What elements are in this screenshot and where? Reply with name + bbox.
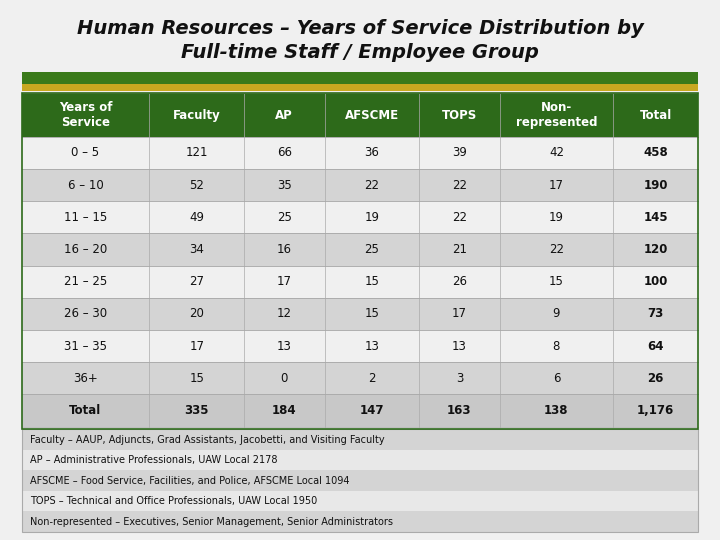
Text: 22: 22 — [452, 179, 467, 192]
Text: 147: 147 — [359, 404, 384, 417]
Text: Non-
represented: Non- represented — [516, 101, 597, 129]
Text: 15: 15 — [364, 307, 379, 320]
Text: 21: 21 — [452, 243, 467, 256]
Text: 20: 20 — [189, 307, 204, 320]
Text: 0: 0 — [281, 372, 288, 385]
Text: 17: 17 — [189, 340, 204, 353]
Text: 17: 17 — [276, 275, 292, 288]
FancyBboxPatch shape — [22, 266, 698, 298]
FancyBboxPatch shape — [22, 201, 698, 233]
Text: 26: 26 — [452, 275, 467, 288]
Text: Human Resources – Years of Service Distribution by
Full-time Staff / Employee Gr: Human Resources – Years of Service Distr… — [76, 19, 644, 62]
Text: 27: 27 — [189, 275, 204, 288]
Text: 49: 49 — [189, 211, 204, 224]
FancyBboxPatch shape — [22, 137, 698, 169]
Text: 3: 3 — [456, 372, 463, 385]
Text: 31 – 35: 31 – 35 — [64, 340, 107, 353]
Text: 1,176: 1,176 — [637, 404, 675, 417]
Text: 16 – 20: 16 – 20 — [64, 243, 107, 256]
Text: 190: 190 — [644, 179, 668, 192]
Text: 34: 34 — [189, 243, 204, 256]
Text: AFSCME – Food Service, Facilities, and Police, AFSCME Local 1094: AFSCME – Food Service, Facilities, and P… — [30, 476, 350, 485]
Text: Total: Total — [69, 404, 102, 417]
Text: 66: 66 — [276, 146, 292, 159]
Text: 64: 64 — [647, 340, 664, 353]
FancyBboxPatch shape — [22, 362, 698, 394]
Text: 22: 22 — [452, 211, 467, 224]
Text: 6: 6 — [553, 372, 560, 385]
Text: AFSCME: AFSCME — [345, 109, 399, 122]
Text: 15: 15 — [549, 275, 564, 288]
Text: 22: 22 — [549, 243, 564, 256]
Text: TOPS: TOPS — [442, 109, 477, 122]
Text: 25: 25 — [276, 211, 292, 224]
Text: Total: Total — [639, 109, 672, 122]
FancyBboxPatch shape — [22, 491, 698, 511]
Text: 120: 120 — [644, 243, 668, 256]
Text: 19: 19 — [364, 211, 379, 224]
Text: TOPS – Technical and Office Professionals, UAW Local 1950: TOPS – Technical and Office Professional… — [30, 496, 318, 506]
FancyBboxPatch shape — [22, 511, 698, 532]
FancyBboxPatch shape — [22, 84, 698, 91]
Text: Years of
Service: Years of Service — [59, 101, 112, 129]
Text: 13: 13 — [452, 340, 467, 353]
Text: 13: 13 — [276, 340, 292, 353]
Text: 184: 184 — [272, 404, 297, 417]
Text: 458: 458 — [644, 146, 668, 159]
Text: 42: 42 — [549, 146, 564, 159]
FancyBboxPatch shape — [22, 93, 698, 137]
Text: AP: AP — [275, 109, 293, 122]
Text: 17: 17 — [452, 307, 467, 320]
FancyBboxPatch shape — [22, 72, 698, 84]
Text: 15: 15 — [364, 275, 379, 288]
FancyBboxPatch shape — [22, 450, 698, 470]
Text: 52: 52 — [189, 179, 204, 192]
Text: 25: 25 — [364, 243, 379, 256]
Text: 145: 145 — [644, 211, 668, 224]
FancyBboxPatch shape — [22, 233, 698, 266]
Text: 6 – 10: 6 – 10 — [68, 179, 104, 192]
Text: AP – Administrative Professionals, UAW Local 2178: AP – Administrative Professionals, UAW L… — [30, 455, 278, 465]
Text: Non-represented – Executives, Senior Management, Senior Administrators: Non-represented – Executives, Senior Man… — [30, 517, 393, 526]
Text: 8: 8 — [553, 340, 560, 353]
Text: 26 – 30: 26 – 30 — [64, 307, 107, 320]
Text: 39: 39 — [452, 146, 467, 159]
FancyBboxPatch shape — [22, 429, 698, 450]
Text: 121: 121 — [186, 146, 208, 159]
Text: 11 – 15: 11 – 15 — [64, 211, 107, 224]
FancyBboxPatch shape — [22, 470, 698, 491]
FancyBboxPatch shape — [22, 169, 698, 201]
Text: 16: 16 — [276, 243, 292, 256]
Text: 36+: 36+ — [73, 372, 98, 385]
Text: 35: 35 — [277, 179, 292, 192]
FancyBboxPatch shape — [22, 298, 698, 330]
FancyBboxPatch shape — [22, 394, 698, 427]
Text: 0 – 5: 0 – 5 — [71, 146, 99, 159]
Text: Faculty: Faculty — [173, 109, 220, 122]
Text: 13: 13 — [364, 340, 379, 353]
Text: 21 – 25: 21 – 25 — [64, 275, 107, 288]
Text: Faculty – AAUP, Adjuncts, Grad Assistants, Jacobetti, and Visiting Faculty: Faculty – AAUP, Adjuncts, Grad Assistant… — [30, 435, 385, 444]
Text: 19: 19 — [549, 211, 564, 224]
Text: 335: 335 — [184, 404, 209, 417]
Text: 26: 26 — [647, 372, 664, 385]
Text: 73: 73 — [648, 307, 664, 320]
Text: 15: 15 — [189, 372, 204, 385]
Text: 138: 138 — [544, 404, 569, 417]
Text: 22: 22 — [364, 179, 379, 192]
Text: 17: 17 — [549, 179, 564, 192]
Text: 36: 36 — [364, 146, 379, 159]
Text: 2: 2 — [368, 372, 376, 385]
Text: 163: 163 — [447, 404, 472, 417]
FancyBboxPatch shape — [22, 330, 698, 362]
Text: 12: 12 — [276, 307, 292, 320]
Text: 9: 9 — [553, 307, 560, 320]
Text: 100: 100 — [644, 275, 668, 288]
